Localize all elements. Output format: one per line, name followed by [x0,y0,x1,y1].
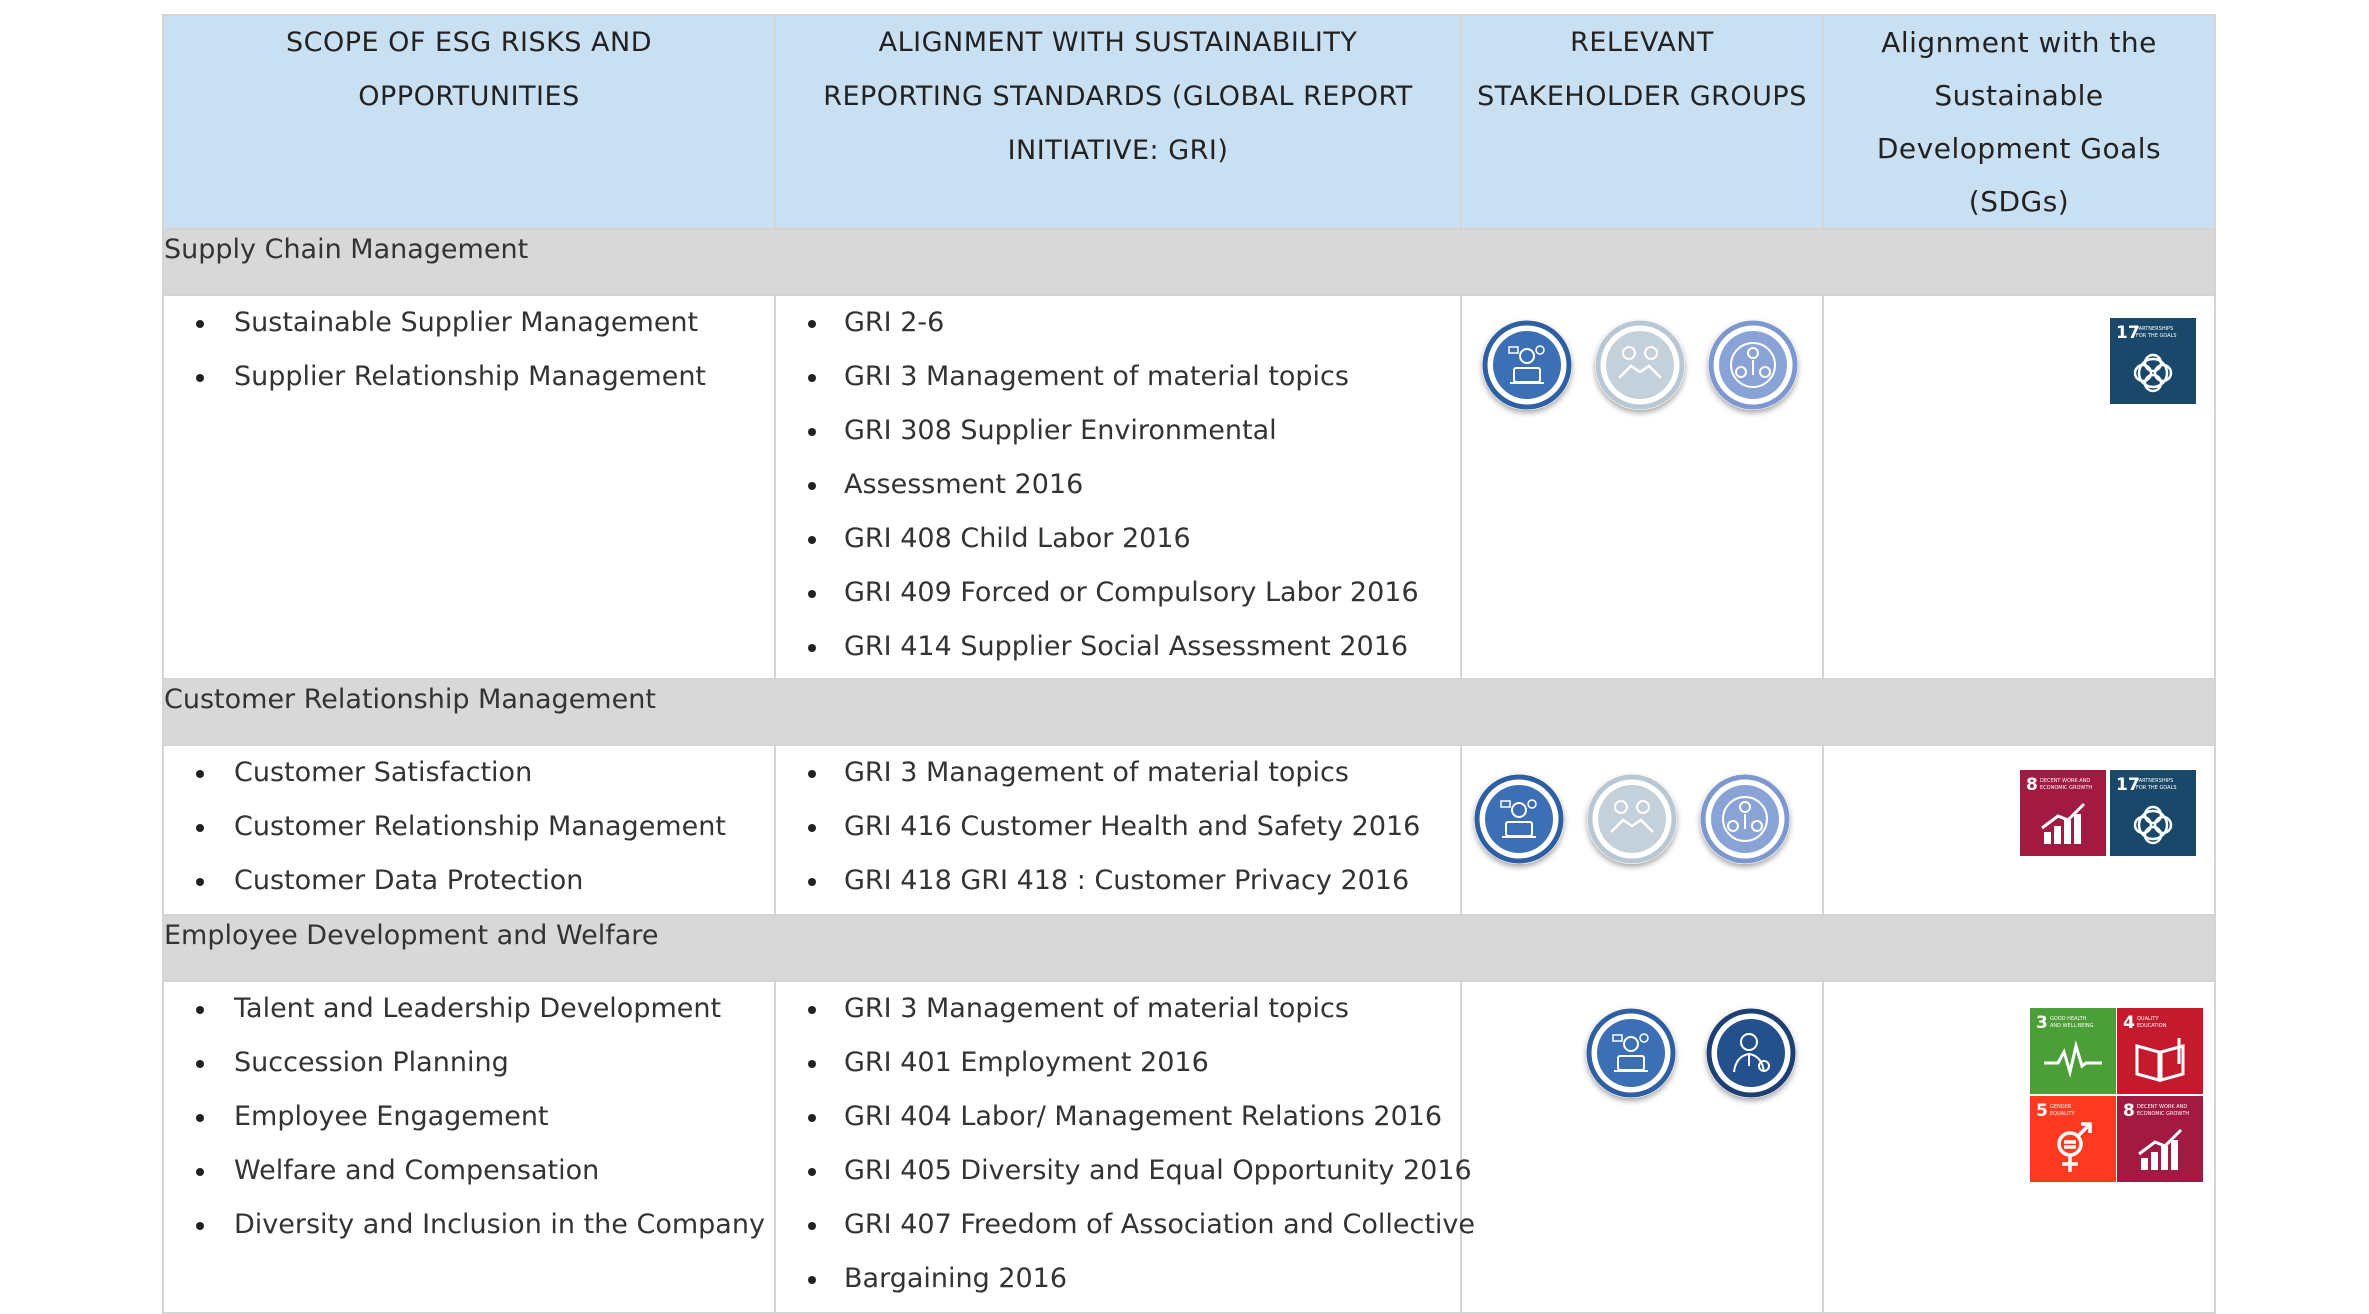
esg-alignment-table: SCOPE OF ESG RISKS AND OPPORTUNITIES ALI… [162,14,2216,1314]
header-stakeholders: RELEVANT STAKEHOLDER GROUPS [1460,14,1824,230]
list-item: GRI 3 Management of material topics [776,746,1460,800]
book-icon [2135,1038,2185,1082]
list-item: GRI 404 Labor/ Management Relations 2016 [776,1090,1460,1144]
table-row: Talent and Leadership Development Succes… [162,980,2216,1314]
sdg-8-tile: 8 DECENT WORK AND ECONOMIC GROWTH [2117,1096,2203,1182]
gri-cell: GRI 3 Management of material topics GRI … [774,980,1475,1314]
employee-laptop-icon [1586,1008,1676,1098]
header-gri: ALIGNMENT WITH SUSTAINABILITY REPORTING … [774,14,1462,230]
partnership-rings-icon [2133,805,2173,845]
svg-text:AND WELL-BEING: AND WELL-BEING [2050,1023,2094,1029]
header-scope: SCOPE OF ESG RISKS AND OPPORTUNITIES [162,14,776,230]
gri-cell: GRI 3 Management of material topics GRI … [774,744,1462,916]
table-header-row: SCOPE OF ESG RISKS AND OPPORTUNITIES ALI… [162,14,2216,230]
employee-laptop-icon [1474,774,1564,864]
list-item: Diversity and Inclusion in the Company [164,1198,774,1252]
scope-cell: Sustainable Supplier Management Supplier… [162,294,776,680]
sdg-number: 3 [2036,1013,2048,1033]
employee-laptop-icon [1482,320,1572,410]
list-item: Bargaining 2016 [776,1252,1460,1306]
section-row-employee-development: Employee Development and Welfare [162,914,2216,982]
heartbeat-icon [2044,1040,2102,1078]
list-item: Customer Data Protection [164,854,774,908]
sdg-number: 8 [2123,1101,2135,1121]
svg-text:PARTNERSHIPS: PARTNERSHIPS [2136,326,2173,332]
svg-text:ECONOMIC GROWTH: ECONOMIC GROWTH [2040,785,2092,791]
list-item: Employee Engagement [164,1090,774,1144]
list-item: Customer Relationship Management [164,800,774,854]
stakeholder-cell [1460,294,1824,680]
svg-text:GENDER: GENDER [2050,1104,2072,1110]
svg-text:PARTNERSHIPS: PARTNERSHIPS [2136,778,2173,784]
svg-text:GOOD HEALTH: GOOD HEALTH [2050,1016,2087,1022]
gri-cell: GRI 2-6 GRI 3 Management of material top… [774,294,1462,680]
sdg-number: 8 [2026,775,2038,795]
scope-cell: Customer Satisfaction Customer Relations… [162,744,776,916]
svg-text:EQUALITY: EQUALITY [2050,1111,2075,1117]
svg-text:ECONOMIC GROWTH: ECONOMIC GROWTH [2137,1111,2189,1117]
growth-chart-icon [2141,1140,2178,1170]
sdg-number: 5 [2036,1101,2048,1121]
sdg-3-tile: 3 GOOD HEALTH AND WELL-BEING [2030,1008,2116,1094]
sdg-cell: 3 GOOD HEALTH AND WELL-BEING 4 QUALITY EDUCA… [1822,980,2216,1314]
section-title: Supply Chain Management [162,228,2216,296]
list-item: GRI 407 Freedom of Association and Colle… [776,1198,1475,1252]
list-item: Customer Satisfaction [164,746,774,800]
list-item: Sustainable Supplier Management [164,296,774,350]
table-row: Sustainable Supplier Management Supplier… [162,294,2216,680]
list-item: GRI 408 Child Labor 2016 [776,512,1460,566]
sdg-cell: 17 PARTNERSHIPS FOR THE GOALS [1822,294,2216,680]
sdg-cell: 8 DECENT WORK AND ECONOMIC GROWTH 17 PARTNE… [1822,744,2216,916]
sdg-number: 4 [2123,1013,2135,1033]
list-item: GRI 414 Supplier Social Assessment 2016 [776,620,1460,674]
section-row-supply-chain: Supply Chain Management [162,228,2216,296]
section-title: Customer Relationship Management [162,678,2216,746]
handshake-partner-icon [1587,774,1677,864]
svg-text:FOR THE GOALS: FOR THE GOALS [2136,333,2177,339]
svg-text:DECENT WORK AND: DECENT WORK AND [2040,778,2090,784]
list-item: GRI 3 Management of material topics [776,350,1460,404]
sdg-4-tile: 4 QUALITY EDUCATION [2117,1008,2203,1094]
table-row: Customer Satisfaction Customer Relations… [162,744,2216,916]
community-tree-icon [1708,320,1798,410]
list-item: GRI 405 Diversity and Equal Opportunity … [776,1144,1472,1198]
executive-badge-icon [1706,1008,1796,1098]
stakeholder-cell [1460,980,1824,1314]
list-item: Assessment 2016 [776,458,1460,512]
section-title: Employee Development and Welfare [162,914,2216,982]
list-item: GRI 2-6 [776,296,1460,350]
handshake-partner-icon [1595,320,1685,410]
list-item: GRI 3 Management of material topics [776,982,1460,1036]
list-item: GRI 418 GRI 418 : Customer Privacy 2016 [776,854,1460,908]
sdg-8-tile: 8 DECENT WORK AND ECONOMIC GROWTH [2020,770,2106,856]
scope-cell: Talent and Leadership Development Succes… [162,980,776,1314]
list-item: Supplier Relationship Management [164,350,774,404]
svg-text:FOR THE GOALS: FOR THE GOALS [2136,785,2177,791]
section-row-customer-relationship: Customer Relationship Management [162,678,2216,746]
sdg-17-tile: 17 PARTNERSHIPS FOR THE GOALS [2110,770,2196,856]
list-item: GRI 416 Customer Health and Safety 2016 [776,800,1460,854]
community-tree-icon [1700,774,1790,864]
list-item: GRI 401 Employment 2016 [776,1036,1460,1090]
header-sdgs: Alignment with the Sustainable Developme… [1822,14,2216,230]
list-item: Welfare and Compensation [164,1144,774,1198]
stakeholder-cell [1460,744,1824,916]
svg-text:QUALITY: QUALITY [2137,1016,2159,1022]
sdg-number: 17 [2116,323,2140,343]
sdg-5-tile: 5 GENDER EQUALITY [2030,1096,2116,1182]
growth-chart-icon [2044,814,2081,844]
svg-text:EDUCATION: EDUCATION [2137,1023,2167,1029]
sdg-17-tile: 17 PARTNERSHIPS FOR THE GOALS [2110,318,2196,404]
list-item: Succession Planning [164,1036,774,1090]
list-item: Talent and Leadership Development [164,982,774,1036]
svg-text:DECENT WORK AND: DECENT WORK AND [2137,1104,2187,1110]
list-item: GRI 409 Forced or Compulsory Labor 2016 [776,566,1460,620]
list-item: GRI 308 Supplier Environmental [776,404,1460,458]
sdg-number: 17 [2116,775,2140,795]
partnership-rings-icon [2133,353,2173,393]
gender-symbol-icon [2057,1122,2092,1172]
